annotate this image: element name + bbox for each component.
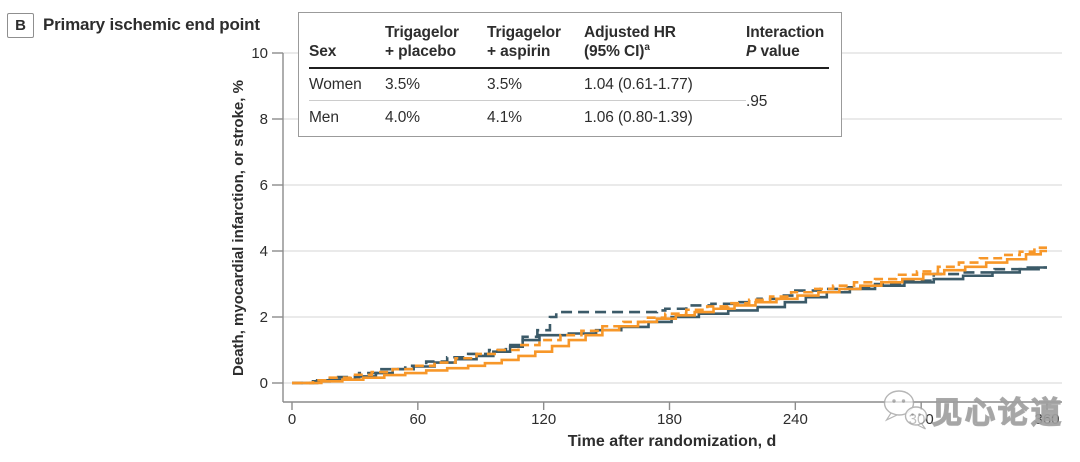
y-tick-label-2: 2: [260, 309, 268, 326]
x-tick-label-60: 60: [409, 411, 426, 428]
table-cell-men-placebo: 4.0%: [385, 108, 420, 126]
col-header-hr: Adjusted HR (95% CI)a: [584, 13, 746, 69]
table-cell-men-sex: Men: [309, 108, 339, 126]
y-tick-label-4: 4: [260, 243, 268, 260]
x-tick-label-0: 0: [288, 411, 296, 428]
col-header-placebo: Trigagelor + placebo: [385, 13, 487, 69]
table-cell-women-placebo: 3.5%: [385, 69, 487, 101]
footnote-marker: a: [644, 41, 650, 53]
x-axis-title: Time after randomization, d: [568, 433, 777, 450]
table-cell-women-hr: 1.04 (0.61-1.77): [584, 69, 746, 101]
panel-label-box: B: [7, 13, 34, 38]
col-header-sex: Sex: [309, 13, 385, 69]
y-tick-label-10: 10: [251, 45, 268, 62]
y-tick-label-6: 6: [260, 177, 268, 194]
table-cell-women-sex: Women: [309, 69, 385, 101]
x-tick-label-300: 300: [909, 411, 934, 428]
table-cell-women-aspirin: 3.5%: [487, 69, 584, 101]
survival-curves: [292, 246, 1047, 385]
curve-men-dashed-: [292, 246, 1047, 385]
panel-title: Primary ischemic end point: [43, 15, 260, 34]
x-tick-label-120: 120: [531, 411, 556, 428]
col-header-interaction-p: Interaction P value: [746, 13, 829, 69]
table-cell-men-hr: 1.06 (0.80-1.39): [584, 108, 693, 126]
subgroup-stats-table: Sex Trigagelor + placebo Trigagelor + as…: [298, 12, 842, 137]
curve-women-solid-: [292, 266, 1047, 385]
x-tick-label-240: 240: [783, 411, 808, 428]
y-axis-title: Death, myocardial infarction, or stroke,…: [230, 80, 247, 376]
y-tick-label-8: 8: [260, 111, 268, 128]
table-cell-interaction-p: .95: [746, 92, 768, 110]
y-tick-label-0: 0: [260, 375, 268, 392]
panel-label: B: [15, 17, 26, 34]
col-header-aspirin: Trigagelor + aspirin: [487, 13, 584, 69]
table-cell-men-aspirin: 4.1%: [487, 108, 522, 126]
x-tick-label-180: 180: [657, 411, 682, 428]
curve-women-dashed-: [292, 266, 1047, 385]
x-tick-label-360: 360: [1034, 411, 1059, 428]
